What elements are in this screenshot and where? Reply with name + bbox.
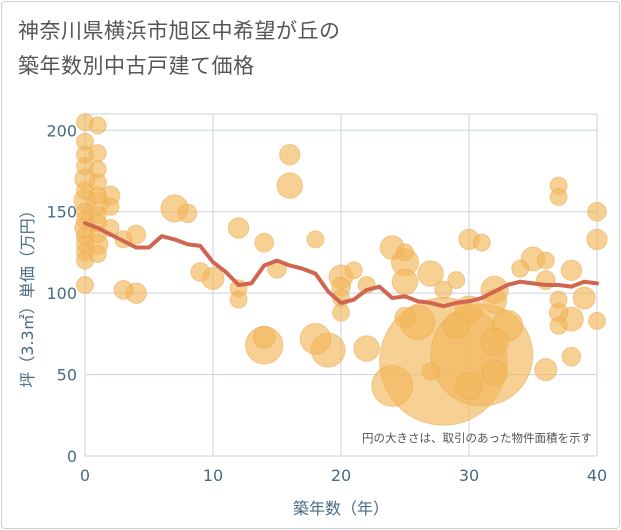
x-axis-label: 築年数（年） xyxy=(293,499,389,518)
bubble-point xyxy=(76,276,94,294)
bubble-point xyxy=(454,371,484,401)
x-tick-label: 40 xyxy=(587,466,607,485)
grid-lines xyxy=(84,113,598,457)
y-tick-label: 100 xyxy=(46,284,77,303)
bubble-point xyxy=(549,316,568,335)
bubble-point xyxy=(254,232,275,253)
y-tick-label: 150 xyxy=(46,203,77,222)
bubble-point xyxy=(252,325,276,349)
y-tick-label: 50 xyxy=(57,366,77,385)
bubble-point xyxy=(299,322,332,355)
bubble-point xyxy=(560,259,583,282)
y-axis-label: 坪（3.3㎡）単価（万円） xyxy=(18,202,37,387)
bubble-point xyxy=(88,116,107,135)
bubble-point xyxy=(549,188,568,207)
bubble-layer xyxy=(73,113,608,426)
bubble-point xyxy=(190,262,211,282)
bubble-point xyxy=(88,245,107,264)
y-tick-label: 0 xyxy=(67,447,77,466)
x-tick-label: 0 xyxy=(80,466,90,485)
bubble-point xyxy=(511,259,530,278)
bubble-point xyxy=(391,268,419,295)
bubble-point xyxy=(480,327,509,357)
bubble-point xyxy=(371,365,414,407)
bubble-point xyxy=(396,243,414,262)
bubble-point xyxy=(276,172,304,199)
chart-title: 神奈川県横浜市旭区中希望が丘の 築年数別中古戸建て価格 xyxy=(18,14,341,84)
bubble-point xyxy=(434,280,453,299)
axis-layer: 0 10 20 30 40 0 50 100 150 200 xyxy=(46,121,607,485)
bubble-point xyxy=(421,362,440,381)
bubble-point xyxy=(561,346,582,367)
bubble-point xyxy=(88,144,107,163)
bubble-point xyxy=(588,311,606,330)
chart-title-line-2: 築年数別中古戸建て価格 xyxy=(18,54,255,78)
bubble-point xyxy=(227,217,250,239)
bubble-point xyxy=(534,358,558,382)
bubble-point xyxy=(394,306,416,329)
chart-title-line-1: 神奈川県横浜市旭区中希望が丘の xyxy=(18,19,341,43)
x-tick-label: 30 xyxy=(459,466,479,485)
x-tick-label: 10 xyxy=(203,466,223,485)
bubble-point xyxy=(177,203,198,224)
bubble-point xyxy=(229,290,248,309)
bubble-point xyxy=(332,303,350,322)
bubble-point xyxy=(549,290,568,309)
bubble-point xyxy=(572,286,596,310)
bubble-point xyxy=(587,201,607,222)
size-note: 円の大きさは、取引のあった物件面積を示す xyxy=(362,431,592,445)
bubble-point xyxy=(417,260,444,287)
bubble-point xyxy=(279,144,301,166)
bubble-point xyxy=(344,261,363,280)
bubble-point xyxy=(442,312,470,339)
bubble-point xyxy=(481,359,508,387)
trend-layer xyxy=(83,221,599,309)
bubble-point xyxy=(447,271,466,290)
bubble-point xyxy=(536,251,555,270)
bubble-point xyxy=(88,186,107,205)
y-tick-label: 200 xyxy=(46,121,77,140)
x-tick-label: 20 xyxy=(331,466,351,485)
average-price-line xyxy=(83,221,599,309)
bubble-point xyxy=(472,233,491,252)
bubble-point xyxy=(306,230,325,249)
bubble-point xyxy=(101,197,120,216)
bubble-point xyxy=(586,228,608,251)
bubble-point xyxy=(353,335,380,362)
bubble-point xyxy=(113,280,134,300)
